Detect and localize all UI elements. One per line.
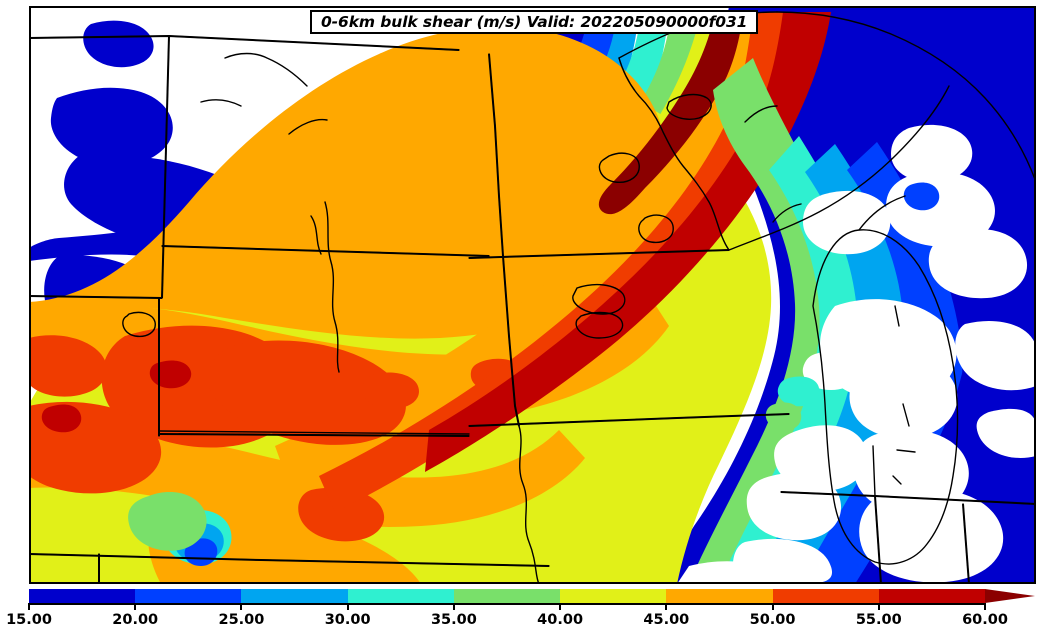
colorbar-tick-label-20: 20.00 <box>112 612 159 628</box>
colorbar-tick-50 <box>771 603 774 610</box>
colorbar-band-40-45 <box>560 589 667 603</box>
colorbar-tick-label-30: 30.00 <box>324 612 371 628</box>
colorbar: 15.00 20.00 25.00 30.00 35.00 40.00 45.00 50.00… <box>0 584 1037 633</box>
map-title-box: 0-6km bulk shear (m/s) Valid: 2022050900… <box>310 10 759 34</box>
colorbar-tick-label-40: 40.00 <box>537 612 584 628</box>
colorbar-band-30-35 <box>347 589 454 603</box>
colorbar-band-20-25 <box>135 589 242 603</box>
colorbar-band-35-40 <box>453 589 561 603</box>
map-panel <box>29 6 1036 584</box>
colorbar-band-45-50 <box>666 589 773 603</box>
colorbar-tick-60 <box>984 603 986 610</box>
colorbar-band-55-60 <box>878 589 985 603</box>
colorbar-axis-line <box>29 603 985 605</box>
colorbar-tick-label-55: 55.00 <box>855 612 902 628</box>
colorbar-tick-label-45: 45.00 <box>643 612 690 628</box>
colorbar-tick-30 <box>346 603 349 610</box>
colorbar-tick-15 <box>28 603 30 610</box>
colorbar-tick-20 <box>134 603 137 610</box>
colorbar-tick-35 <box>452 603 455 610</box>
colorbar-band-50-55 <box>772 589 879 603</box>
colorbar-tick-label-60: 60.00 <box>962 612 1008 628</box>
colorbar-tick-label-35: 35.00 <box>430 612 477 628</box>
colorbar-tick-label-25: 25.00 <box>218 612 265 628</box>
colorbar-max-extend-arrow <box>985 589 1035 603</box>
colorbar-band-15-20 <box>29 589 136 603</box>
colorbar-tick-25 <box>240 603 243 610</box>
colorbar-tick-label-15: 15.00 <box>6 612 52 628</box>
map-title-text: 0-6km bulk shear (m/s) Valid: 2022050900… <box>321 13 748 31</box>
colorbar-tick-45 <box>665 603 668 610</box>
colorbar-bands <box>29 589 985 603</box>
colorbar-tick-55 <box>877 603 880 610</box>
colorbar-band-25-30 <box>241 589 348 603</box>
colorbar-tick-label-50: 50.00 <box>749 612 796 628</box>
shear-contour-map <box>29 6 1036 584</box>
colorbar-tick-40 <box>559 603 562 610</box>
